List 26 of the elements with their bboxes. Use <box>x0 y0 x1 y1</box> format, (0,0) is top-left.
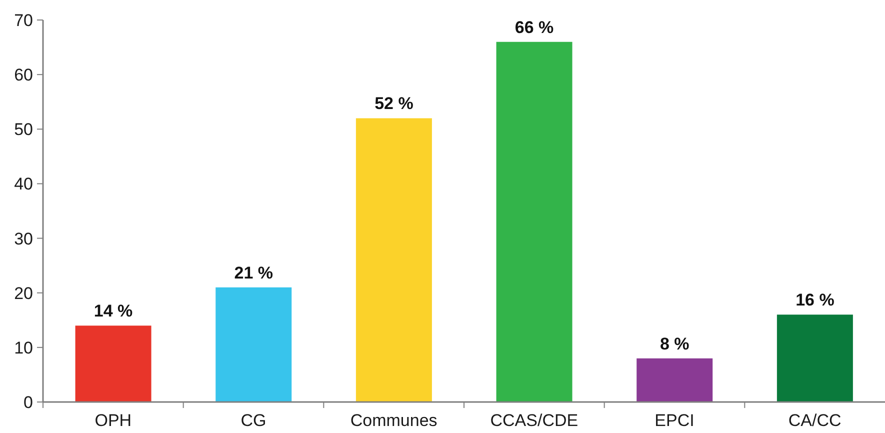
y-tick-label: 20 <box>14 284 33 303</box>
bar <box>776 314 853 402</box>
x-tick-label: Communes <box>350 411 438 430</box>
data-label: 52 % <box>374 94 414 114</box>
data-label: 66 % <box>514 18 554 37</box>
data-label: 8 % <box>660 334 690 354</box>
y-tick-label: 30 <box>14 229 33 248</box>
x-tick-label: OPH <box>94 411 132 430</box>
x-tick-label: CA/CC <box>788 411 842 430</box>
x-tick-label: CG <box>240 411 266 430</box>
data-label: 21 % <box>234 263 273 282</box>
x-tick-label: CCAS/CDE <box>490 411 578 430</box>
y-tick-label: 0 <box>24 393 33 412</box>
data-label: 16 % <box>796 290 834 310</box>
y-tick-label: 70 <box>14 11 33 30</box>
data-label: 14 % <box>94 302 133 321</box>
y-tick-label: 40 <box>14 174 33 194</box>
y-tick-label: 50 <box>14 120 33 140</box>
x-tick-label: EPCI <box>654 411 694 430</box>
y-tick-label: 60 <box>14 66 33 85</box>
bar <box>75 326 152 402</box>
bar <box>356 118 432 402</box>
bar <box>636 358 713 402</box>
y-tick-label: 10 <box>14 338 33 358</box>
bar <box>216 287 292 402</box>
bar <box>496 42 572 402</box>
